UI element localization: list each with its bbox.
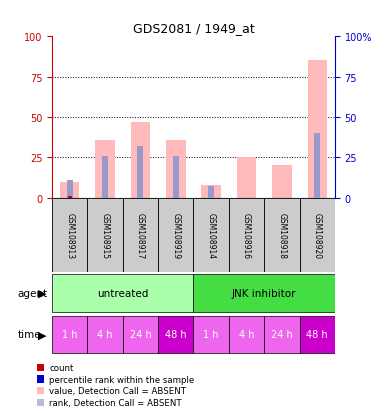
Bar xyxy=(300,316,335,353)
Bar xyxy=(95,140,115,198)
Bar xyxy=(208,187,214,198)
Bar xyxy=(60,182,79,198)
Text: 24 h: 24 h xyxy=(271,330,293,339)
Bar xyxy=(193,275,335,312)
Text: agent: agent xyxy=(17,288,47,298)
Bar xyxy=(52,275,193,312)
Title: GDS2081 / 1949_at: GDS2081 / 1949_at xyxy=(132,21,254,35)
Bar xyxy=(87,198,123,273)
Text: count: count xyxy=(49,363,74,372)
Text: GSM108916: GSM108916 xyxy=(242,212,251,259)
Text: time: time xyxy=(17,330,41,339)
Text: GSM108918: GSM108918 xyxy=(277,212,286,259)
Bar xyxy=(123,198,158,273)
Bar xyxy=(264,198,300,273)
Text: 1 h: 1 h xyxy=(203,330,219,339)
Bar xyxy=(308,61,327,198)
Bar xyxy=(229,316,264,353)
Text: GSM108920: GSM108920 xyxy=(313,212,322,259)
Bar xyxy=(67,180,73,198)
Bar xyxy=(158,316,193,353)
Text: ▶: ▶ xyxy=(38,288,47,298)
Text: untreated: untreated xyxy=(97,288,148,298)
Bar xyxy=(237,158,256,198)
Bar xyxy=(137,147,143,198)
Bar xyxy=(131,123,150,198)
Bar xyxy=(264,316,300,353)
Bar xyxy=(87,316,123,353)
Bar xyxy=(52,198,87,273)
Bar xyxy=(314,134,320,198)
Bar xyxy=(300,198,335,273)
Bar xyxy=(68,197,72,198)
Text: 4 h: 4 h xyxy=(239,330,254,339)
Text: percentile rank within the sample: percentile rank within the sample xyxy=(49,375,194,384)
Text: 4 h: 4 h xyxy=(97,330,113,339)
Text: GSM108919: GSM108919 xyxy=(171,212,180,259)
Bar xyxy=(123,316,158,353)
Bar xyxy=(52,316,87,353)
Text: GSM108914: GSM108914 xyxy=(207,212,216,259)
Bar xyxy=(158,198,193,273)
Text: ▶: ▶ xyxy=(38,330,47,339)
Text: 48 h: 48 h xyxy=(165,330,187,339)
Text: GSM108917: GSM108917 xyxy=(136,212,145,259)
Text: rank, Detection Call = ABSENT: rank, Detection Call = ABSENT xyxy=(49,398,182,407)
Bar xyxy=(272,166,291,198)
Text: JNK inhibitor: JNK inhibitor xyxy=(232,288,296,298)
Text: GSM108915: GSM108915 xyxy=(100,212,110,259)
Text: 1 h: 1 h xyxy=(62,330,77,339)
Bar xyxy=(193,316,229,353)
Text: 48 h: 48 h xyxy=(306,330,328,339)
Text: GSM108913: GSM108913 xyxy=(65,212,74,259)
Bar xyxy=(201,185,221,198)
Bar xyxy=(102,157,108,198)
Text: 24 h: 24 h xyxy=(129,330,151,339)
Bar xyxy=(193,198,229,273)
Bar xyxy=(173,157,179,198)
Bar xyxy=(166,140,186,198)
Text: value, Detection Call = ABSENT: value, Detection Call = ABSENT xyxy=(49,386,186,395)
Bar xyxy=(229,198,264,273)
